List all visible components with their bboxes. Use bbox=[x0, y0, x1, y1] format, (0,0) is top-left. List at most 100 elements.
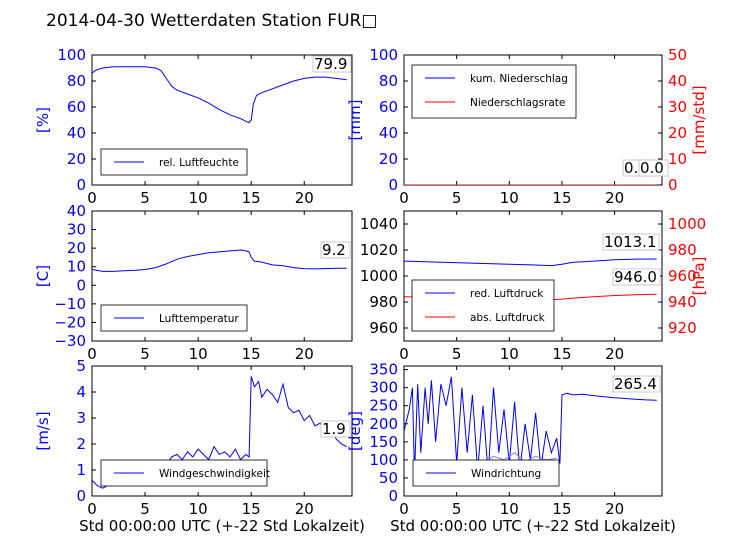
latest-value-label: 946.0 bbox=[614, 268, 657, 286]
y-tick-label: 5 bbox=[76, 357, 86, 375]
x-tick-label: 10 bbox=[500, 189, 519, 207]
value-box bbox=[312, 55, 352, 73]
x-tick-label: 5 bbox=[452, 500, 462, 518]
panel-1: 0 5 10 15 20 0 20 40 60 80 100 [%] rel. Luftfeuchte 7… bbox=[34, 46, 353, 207]
x-tick-label: 15 bbox=[242, 500, 261, 518]
y2-tick-label: 960 bbox=[668, 267, 697, 285]
y-tick-label: 100 bbox=[369, 46, 398, 64]
x-tick-label: 10 bbox=[189, 345, 208, 363]
x-tick-label: 15 bbox=[552, 500, 571, 518]
series-line-lufttemperatur bbox=[92, 249, 347, 272]
legend-entry: kum. Niederschlag bbox=[470, 73, 568, 85]
y-tick-label: 350 bbox=[369, 361, 398, 379]
y-tick-label: 1020 bbox=[360, 241, 398, 259]
latest-value-label: 0.0 bbox=[640, 159, 664, 177]
y-tick-label: 1 bbox=[76, 461, 86, 479]
x-tick-label: 20 bbox=[605, 500, 624, 518]
y-tick-label: 200 bbox=[369, 415, 398, 433]
plot-frame bbox=[91, 365, 353, 497]
legend-entry: Windrichtung bbox=[471, 468, 541, 480]
x-axis-label: Std 00:00:00 UTC (+-22 Std Lokalzeit) bbox=[79, 517, 365, 535]
y-tick-label: 0 bbox=[76, 276, 86, 294]
value-box bbox=[612, 375, 661, 393]
y-tick-label: 0 bbox=[76, 176, 86, 194]
x-tick-label: 15 bbox=[242, 189, 261, 207]
y-tick-label: 0 bbox=[76, 487, 86, 505]
panel-5: 0 5 10 15 20 0 1 2 3 4 5 [m/s] Std 00:00:00 UTC (+-2… bbox=[34, 357, 365, 535]
legend-box bbox=[411, 64, 577, 119]
x-tick-label: 15 bbox=[552, 345, 571, 363]
panel-3: 0 5 10 15 20−30−20−10010203040[C]Lufttempera… bbox=[34, 202, 353, 363]
latest-value-label: 79.9 bbox=[314, 55, 347, 73]
x-tick-label: 15 bbox=[242, 345, 261, 363]
legend-entry: Lufttemperatur bbox=[159, 313, 239, 325]
y-tick-label: 250 bbox=[369, 397, 398, 415]
y-tick-label: −20 bbox=[54, 313, 86, 331]
legend-entry: abs. Luftdruck bbox=[470, 312, 546, 324]
x-tick-label: 0 bbox=[399, 500, 409, 518]
series-line-red-luftdruck bbox=[404, 258, 657, 267]
y-tick-label: 980 bbox=[369, 293, 398, 311]
legend-entry: red. Luftdruck bbox=[470, 288, 544, 300]
y-axis-label: [mm] bbox=[346, 100, 364, 141]
x-tick-label: 20 bbox=[605, 345, 624, 363]
legend-entry: rel. Luftfeuchte bbox=[159, 157, 239, 169]
y-axis-label: [%] bbox=[34, 107, 52, 133]
y-tick-label: 150 bbox=[369, 433, 398, 451]
y-axis-label: [deg] bbox=[346, 411, 364, 451]
y-tick-label: 40 bbox=[379, 124, 398, 142]
y2-tick-label: 40 bbox=[668, 72, 687, 90]
y2-tick-label: 980 bbox=[668, 241, 697, 259]
x-tick-label: 10 bbox=[189, 189, 208, 207]
x-tick-label: 5 bbox=[140, 345, 150, 363]
latest-value-label: 265.4 bbox=[614, 375, 657, 393]
x-tick-label: 0 bbox=[87, 345, 97, 363]
plot-frame bbox=[91, 210, 353, 342]
y-tick-label: 960 bbox=[369, 319, 398, 337]
y-tick-label: −30 bbox=[54, 332, 86, 350]
value-box bbox=[602, 233, 660, 251]
x-tick-label: 0 bbox=[87, 189, 97, 207]
y2-tick-label: 10 bbox=[668, 150, 687, 168]
x-tick-label: 15 bbox=[552, 189, 571, 207]
y2-tick-label: 0 bbox=[668, 176, 678, 194]
x-tick-label: 5 bbox=[452, 189, 462, 207]
x-tick-label: 0 bbox=[399, 345, 409, 363]
y2-axis-label: [mm/std] bbox=[690, 85, 708, 154]
latest-value-label: 1.9 bbox=[322, 420, 346, 438]
y-tick-label: 40 bbox=[67, 202, 86, 220]
x-tick-label: 5 bbox=[140, 189, 150, 207]
y-axis-label: [m/s] bbox=[34, 411, 52, 450]
x-tick-label: 10 bbox=[500, 345, 519, 363]
y2-tick-label: 940 bbox=[668, 293, 697, 311]
y-tick-label: 20 bbox=[379, 150, 398, 168]
plot-frame bbox=[91, 54, 353, 186]
y2-axis-label: [hPa] bbox=[690, 257, 708, 296]
y-tick-label: 80 bbox=[379, 72, 398, 90]
y2-tick-label: 50 bbox=[668, 46, 687, 64]
x-tick-label: 20 bbox=[295, 189, 314, 207]
latest-value-label: 9.2 bbox=[322, 241, 346, 259]
y2-tick-label: 1000 bbox=[668, 215, 706, 233]
y-tick-label: 0 bbox=[388, 176, 398, 194]
x-tick-label: 5 bbox=[140, 500, 150, 518]
y2-tick-label: 920 bbox=[668, 319, 697, 337]
x-tick-label: 5 bbox=[452, 345, 462, 363]
x-tick-label: 20 bbox=[295, 500, 314, 518]
y-tick-label: 30 bbox=[67, 221, 86, 239]
y-tick-label: 1040 bbox=[360, 215, 398, 233]
y-tick-label: 60 bbox=[67, 98, 86, 116]
legend-box bbox=[411, 279, 555, 332]
value-box bbox=[612, 268, 661, 286]
x-tick-label: 0 bbox=[87, 500, 97, 518]
y-tick-label: 100 bbox=[369, 451, 398, 469]
figure-title: 2014-04-30 Wetterdaten Station FUR□ bbox=[46, 11, 377, 31]
x-tick-label: 10 bbox=[189, 500, 208, 518]
value-box bbox=[320, 241, 351, 259]
y-tick-label: 50 bbox=[379, 469, 398, 487]
y-tick-label: 10 bbox=[67, 258, 86, 276]
y-axis-label: [C] bbox=[34, 265, 52, 287]
